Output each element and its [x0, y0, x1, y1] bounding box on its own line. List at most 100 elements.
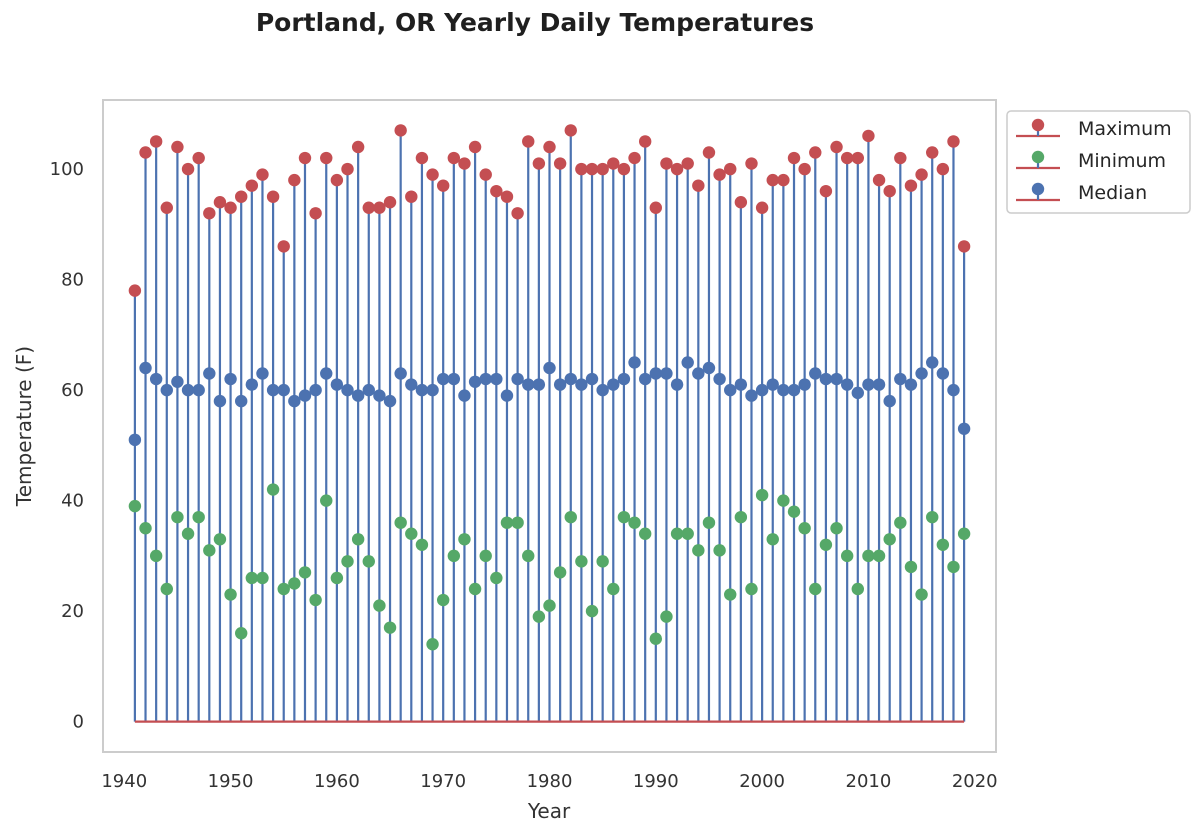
median-marker-1982 — [564, 372, 577, 386]
median-marker-2001 — [766, 378, 779, 391]
minimum-marker-1983 — [575, 555, 588, 568]
median-marker-1964 — [373, 389, 386, 402]
median-marker-1950 — [224, 372, 237, 386]
maximum-marker-1962 — [351, 140, 365, 154]
y-tick-0: 0 — [73, 712, 84, 733]
median-marker-2018 — [947, 383, 960, 397]
x-tick-2000: 2000 — [739, 771, 785, 792]
minimum-marker-1949 — [213, 533, 227, 546]
y-tick-100: 100 — [50, 159, 84, 180]
minimum-marker-2011 — [872, 549, 886, 563]
median-marker-1989 — [638, 372, 652, 386]
minimum-marker-1955 — [277, 582, 290, 596]
x-tick-2010: 2010 — [846, 771, 892, 792]
median-marker-1949 — [213, 394, 227, 408]
minimum-marker-2002 — [777, 494, 790, 507]
median-marker-2010 — [862, 378, 875, 391]
median-marker-1976 — [500, 389, 514, 402]
maximum-marker-2009 — [851, 151, 864, 165]
minimum-marker-1948 — [203, 544, 216, 557]
minimum-marker-1951 — [235, 627, 248, 640]
median-marker-1987 — [617, 372, 631, 386]
maximum-marker-1957 — [298, 151, 312, 165]
maximum-marker-1973 — [468, 140, 482, 154]
median-marker-1963 — [362, 383, 375, 397]
median-marker-1956 — [288, 394, 301, 408]
maximum-marker-1951 — [235, 190, 248, 203]
minimum-marker-1979 — [532, 610, 546, 623]
minimum-marker-2012 — [883, 533, 896, 546]
x-tick-1950: 1950 — [208, 771, 254, 792]
median-marker-2016 — [926, 356, 939, 369]
minimum-marker-1942 — [139, 522, 152, 535]
minimum-marker-2016 — [926, 510, 939, 524]
maximum-marker-2012 — [883, 184, 896, 198]
minimum-marker-2009 — [851, 582, 864, 596]
median-marker-1978 — [522, 378, 535, 391]
legend-maximum-marker — [1031, 118, 1045, 132]
median-marker-1967 — [405, 378, 418, 391]
minimum-marker-1947 — [192, 510, 205, 524]
maximum-marker-1997 — [724, 162, 737, 176]
maximum-marker-1990 — [649, 201, 663, 214]
x-tick-labels: 1940 1950 1960 1970 1980 1990 2000 2010 2020 — [101, 771, 997, 792]
x-axis-label: Year — [527, 799, 571, 823]
maximum-marker-2001 — [766, 173, 779, 187]
median-marker-1943 — [149, 372, 163, 386]
minimum-marker-1993 — [681, 527, 694, 540]
maximum-marker-1979 — [532, 157, 546, 170]
maximum-marker-1975 — [490, 184, 503, 198]
y-tick-labels: 0 20 40 60 80 100 — [50, 159, 84, 733]
legend-maximum-label: Maximum — [1078, 118, 1172, 140]
minimum-marker-1956 — [288, 577, 301, 590]
median-marker-1990 — [649, 367, 663, 380]
median-marker-1991 — [660, 367, 673, 380]
median-marker-2005 — [809, 367, 822, 380]
maximum-marker-1959 — [320, 151, 333, 165]
maximum-marker-1978 — [522, 135, 535, 148]
minimum-marker-2005 — [809, 582, 822, 596]
median-marker-1947 — [192, 383, 205, 397]
maximum-marker-1996 — [713, 168, 726, 181]
maximum-marker-1998 — [734, 196, 748, 209]
legend-median-label: Median — [1078, 182, 1147, 204]
minimum-marker-1957 — [298, 566, 312, 579]
minimum-marker-2001 — [766, 533, 779, 546]
median-marker-1965 — [383, 394, 397, 408]
minimum-marker-2014 — [904, 560, 918, 574]
maximum-marker-1993 — [681, 157, 694, 170]
median-marker-1969 — [426, 383, 439, 397]
maximum-marker-1965 — [383, 196, 397, 209]
median-marker-2014 — [904, 378, 918, 391]
minimum-marker-1987 — [617, 510, 631, 524]
minimum-marker-1988 — [628, 516, 641, 529]
minimum-marker-1966 — [394, 516, 407, 529]
minimum-marker-1943 — [149, 549, 163, 563]
median-marker-2009 — [851, 386, 864, 400]
maximum-marker-1949 — [213, 196, 227, 209]
median-marker-1981 — [553, 378, 567, 391]
minimum-marker-1984 — [585, 604, 599, 618]
median-marker-1983 — [575, 378, 588, 391]
maximum-marker-2003 — [787, 151, 801, 165]
maximum-marker-2011 — [872, 173, 886, 187]
maximum-marker-1955 — [277, 240, 290, 253]
minimum-marker-1972 — [458, 533, 471, 546]
maximum-marker-2000 — [755, 201, 769, 214]
median-marker-1995 — [702, 361, 716, 375]
minimum-marker-1946 — [181, 527, 195, 540]
minimum-marker-2000 — [755, 488, 769, 502]
minimum-marker-2010 — [862, 549, 875, 563]
median-marker-1975 — [490, 372, 503, 386]
median-marker-1954 — [266, 383, 280, 397]
maximum-marker-1980 — [543, 140, 556, 154]
minimum-marker-1975 — [490, 571, 503, 585]
median-marker-1973 — [468, 375, 482, 388]
minimum-marker-2019 — [957, 527, 971, 540]
maximum-marker-1963 — [362, 201, 375, 214]
median-marker-1957 — [298, 389, 312, 402]
minimum-marker-1944 — [160, 582, 173, 596]
minimum-marker-1989 — [638, 527, 652, 540]
median-marker-1958 — [309, 383, 322, 397]
